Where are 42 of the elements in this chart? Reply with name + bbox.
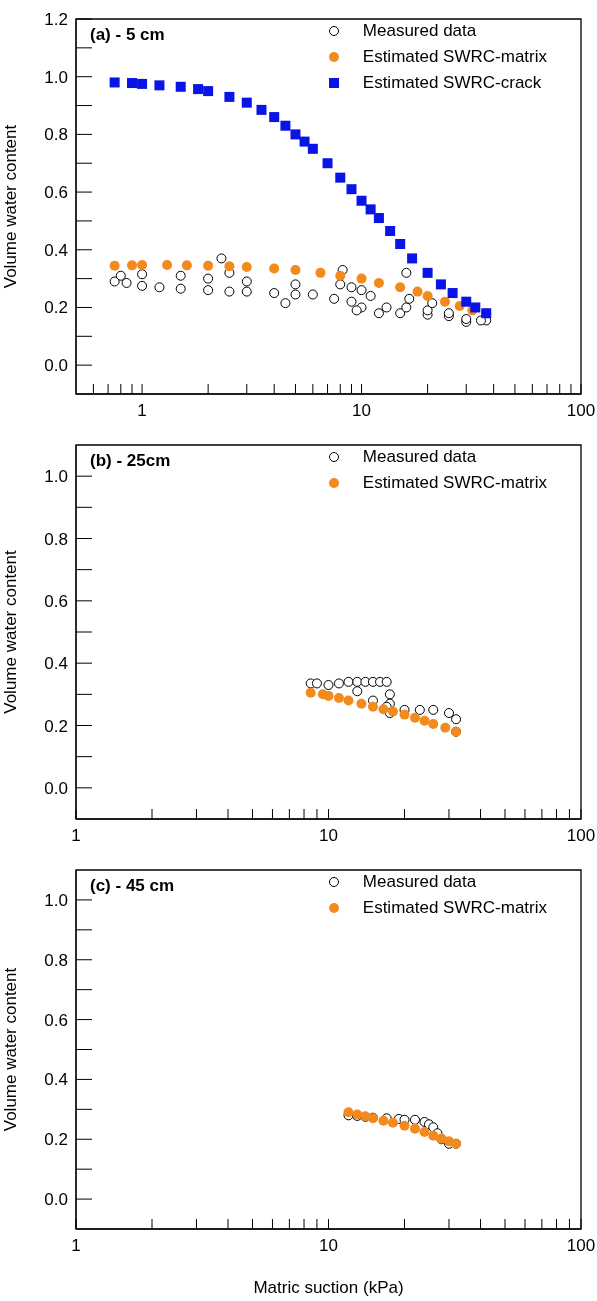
x-tick-label: 100 <box>566 401 596 421</box>
y-tick-label: 0.6 <box>44 1010 68 1030</box>
legend-label: Estimated SWRC-crack <box>362 73 542 93</box>
x-tick-label: 10 <box>352 401 371 421</box>
y-tick-label: 0.8 <box>44 529 68 549</box>
x-tick-label: 100 <box>566 1236 596 1256</box>
y-tick-label: 0.2 <box>44 716 68 736</box>
y-axis-title: Volume water content <box>1 967 21 1132</box>
y-tick-label: 0.2 <box>44 1130 68 1150</box>
x-tick-label: 100 <box>566 826 596 846</box>
x-tick-label: 1 <box>137 401 147 421</box>
legend-label: Measured data <box>362 447 477 467</box>
legend-label: Estimated SWRC-matrix <box>362 473 547 493</box>
legend-label: Estimated SWRC-matrix <box>362 898 547 918</box>
x-tick-label: 10 <box>319 826 338 846</box>
y-tick-label: 0.0 <box>44 356 68 376</box>
y-tick-label: 0.4 <box>44 240 68 260</box>
y-tick-label: 1.0 <box>44 67 68 87</box>
y-axis-title: Volume water content <box>1 124 21 289</box>
x-tick-label: 1 <box>71 1236 81 1256</box>
y-tick-label: 1.0 <box>44 467 68 487</box>
legend-label: Estimated SWRC-matrix <box>362 47 547 67</box>
y-tick-label: 1.2 <box>44 10 68 30</box>
y-tick-label: 0.6 <box>44 183 68 203</box>
x-tick-label: 1 <box>71 826 81 846</box>
y-tick-label: 0.0 <box>44 1190 68 1210</box>
chart-title: (c) - 45 cm <box>90 876 175 896</box>
legend-label: Measured data <box>362 21 477 41</box>
y-tick-label: 0.2 <box>44 298 68 318</box>
y-tick-label: 0.4 <box>44 1070 68 1090</box>
y-tick-label: 1.0 <box>44 890 68 910</box>
x-tick-label: 10 <box>319 1236 338 1256</box>
chart-title: (b) - 25cm <box>90 451 171 471</box>
legend-label: Measured data <box>362 872 477 892</box>
chart-title: (a) - 5 cm <box>90 25 165 45</box>
y-axis-title: Volume water content <box>1 549 21 714</box>
y-tick-label: 0.0 <box>44 778 68 798</box>
y-tick-label: 0.6 <box>44 591 68 611</box>
y-tick-label: 0.4 <box>44 654 68 674</box>
y-tick-label: 0.8 <box>44 125 68 145</box>
x-axis-title: Matric suction (kPa) <box>253 1278 404 1297</box>
y-tick-label: 0.8 <box>44 950 68 970</box>
